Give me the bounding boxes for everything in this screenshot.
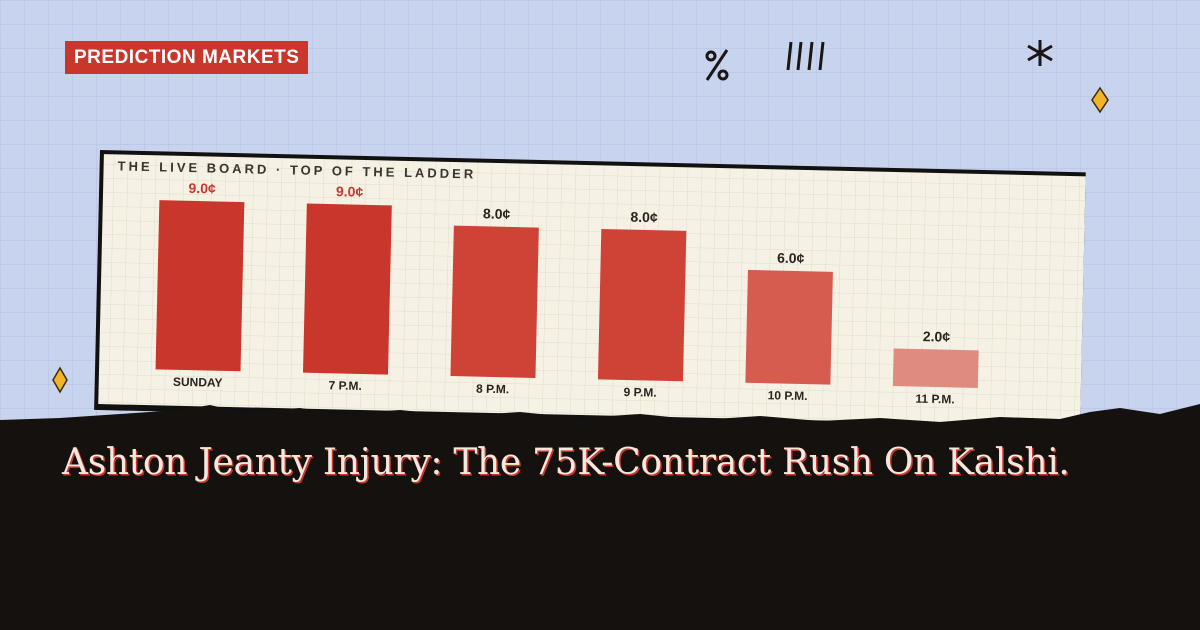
x-tick-label: 10 P.M. [768, 388, 808, 403]
x-tick-label: 11 P.M. [915, 392, 954, 407]
tally-doodle [786, 41, 825, 71]
headline: Ashton Jeanty Injury: The 75K-Contract R… [62, 442, 1070, 483]
torn-dark-panel [0, 404, 1200, 630]
percent-doodle [705, 49, 729, 81]
bar [450, 225, 539, 378]
asterisk-doodle [1027, 40, 1053, 66]
value-label: 8.0¢ [630, 209, 658, 226]
value-label: 9.0¢ [336, 183, 364, 200]
bar [597, 228, 687, 382]
diamond [52, 366, 68, 394]
value-label: 8.0¢ [483, 205, 511, 222]
diamond [1091, 86, 1109, 114]
badge: PREDICTION MARKETS [65, 41, 309, 74]
value-label: 2.0¢ [923, 328, 951, 345]
x-tick-label: 7 P.M. [328, 378, 361, 393]
value-label: 6.0¢ [777, 250, 805, 267]
chart-board: THE LIVE BOARD · TOP OF THE LADDER 9.0¢S… [94, 150, 1086, 433]
bar [155, 200, 245, 372]
value-label: 9.0¢ [188, 180, 216, 197]
x-tick-label: 9 P.M. [623, 385, 656, 400]
bar [745, 269, 833, 385]
bar [892, 348, 979, 388]
x-tick-label: 8 P.M. [476, 382, 509, 397]
bar [303, 203, 392, 375]
x-tick-label: SUNDAY [173, 375, 223, 390]
